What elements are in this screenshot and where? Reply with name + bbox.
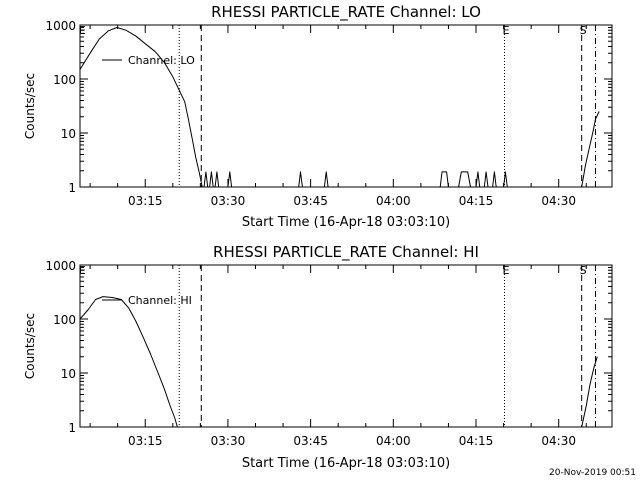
plot-frame	[79, 264, 613, 428]
x-tick-label: 03:15	[128, 434, 163, 448]
series-line	[475, 171, 481, 188]
x-tick-label: 04:30	[541, 194, 576, 208]
y-axis-label: Counts/sec	[23, 73, 37, 139]
marker-label: S	[580, 264, 587, 277]
series-line	[323, 171, 329, 188]
marker-label: E	[79, 264, 86, 277]
series-line	[298, 171, 303, 188]
series-line	[581, 111, 600, 188]
x-tick-label: 03:15	[128, 194, 163, 208]
chart-title: RHESSI PARTICLE_RATE Channel: HI	[213, 243, 479, 262]
marker-label: E	[79, 24, 86, 37]
series-line	[458, 171, 471, 188]
x-tick-label: 04:30	[541, 434, 576, 448]
y-axis-label: Counts/sec	[23, 313, 37, 379]
series-line	[203, 171, 209, 188]
y-tick-label: 100	[53, 313, 76, 327]
x-tick-label: 04:15	[459, 434, 494, 448]
x-tick-label: 04:15	[459, 194, 494, 208]
series-line	[209, 171, 214, 188]
x-tick-label: 03:30	[211, 434, 246, 448]
x-tick-label: 03:45	[293, 194, 328, 208]
y-tick-label: 1	[68, 421, 76, 435]
marker-label: E	[502, 264, 509, 277]
plot-frame	[79, 24, 613, 188]
series-line	[227, 171, 233, 188]
y-tick-label: 1000	[45, 19, 76, 33]
chart-title: RHESSI PARTICLE_RATE Channel: LO	[211, 3, 481, 22]
series-line	[79, 296, 178, 428]
x-tick-label: 03:30	[211, 194, 246, 208]
panel-lo: RHESSI PARTICLE_RATE Channel: LO Start Ti…	[23, 3, 613, 230]
series-line	[581, 356, 598, 428]
y-tick-label: 10	[61, 127, 76, 141]
series-line	[492, 171, 497, 188]
marker-label: E	[502, 24, 509, 37]
x-tick-label: 04:00	[376, 194, 411, 208]
series-line	[439, 171, 449, 188]
series-line	[503, 171, 508, 188]
x-tick-label: 03:45	[293, 434, 328, 448]
panel-hi: RHESSI PARTICLE_RATE Channel: HI Start Ti…	[23, 243, 613, 471]
legend-label: Channel: LO	[128, 54, 195, 67]
series-line	[214, 171, 220, 188]
x-axis-label: Start Time (16-Apr-18 03:03:10)	[242, 456, 450, 471]
legend-label: Channel: HI	[128, 294, 192, 307]
y-tick-label: 10	[61, 367, 76, 381]
marker-label: S	[580, 24, 587, 37]
series-line	[483, 171, 489, 188]
y-tick-label: 100	[53, 73, 76, 87]
y-tick-label: 1000	[45, 259, 76, 273]
x-tick-label: 04:00	[376, 434, 411, 448]
x-axis-label: Start Time (16-Apr-18 03:03:10)	[242, 215, 450, 230]
series-line	[79, 27, 203, 188]
y-tick-label: 1	[68, 181, 76, 195]
footer-timestamp: 20-Nov-2019 00:51	[549, 468, 636, 478]
